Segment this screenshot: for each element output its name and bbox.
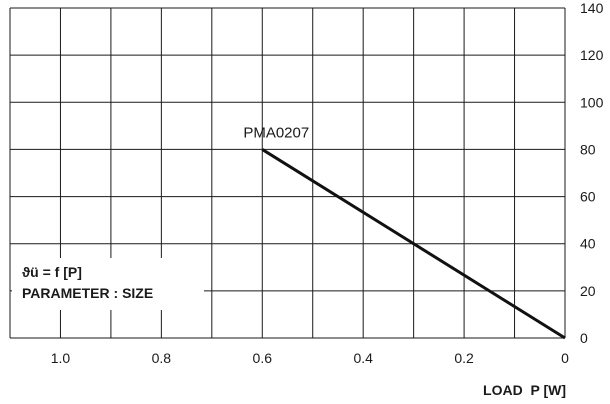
x-tick-label: 0.2 [454,350,474,366]
chart-grid [9,7,566,339]
y-tick-labels: 0 20 40 60 80 100 120 140 [580,0,604,346]
y-tick-label: 100 [580,94,604,110]
y-tick-label: 120 [580,47,604,63]
x-tick-label: 0.6 [253,350,273,366]
y-tick-label: 80 [580,141,596,157]
y-tick-label: 20 [580,283,596,299]
y-tick-label: 40 [580,236,596,252]
chart-series: PMA0207 [243,124,566,340]
series-label: PMA0207 [243,124,309,141]
x-axis-label: LOAD P [W] [483,382,566,398]
annotation-formula: ϑü = f [P] [22,264,82,280]
y-tick-label: 0 [580,330,588,346]
x-tick-labels: 1.0 0.8 0.6 0.4 0.2 0 [51,350,569,366]
x-tick-label: 0.8 [152,350,172,366]
annotation-parameter: PARAMETER : SIZE [22,285,153,301]
y-tick-label: 60 [580,189,596,205]
series-line [261,148,566,340]
x-tick-label: 1.0 [51,350,71,366]
x-tick-label: 0 [561,350,569,366]
x-tick-label: 0.4 [353,350,373,366]
y-tick-label: 140 [580,0,604,16]
annotation-box [12,258,204,310]
